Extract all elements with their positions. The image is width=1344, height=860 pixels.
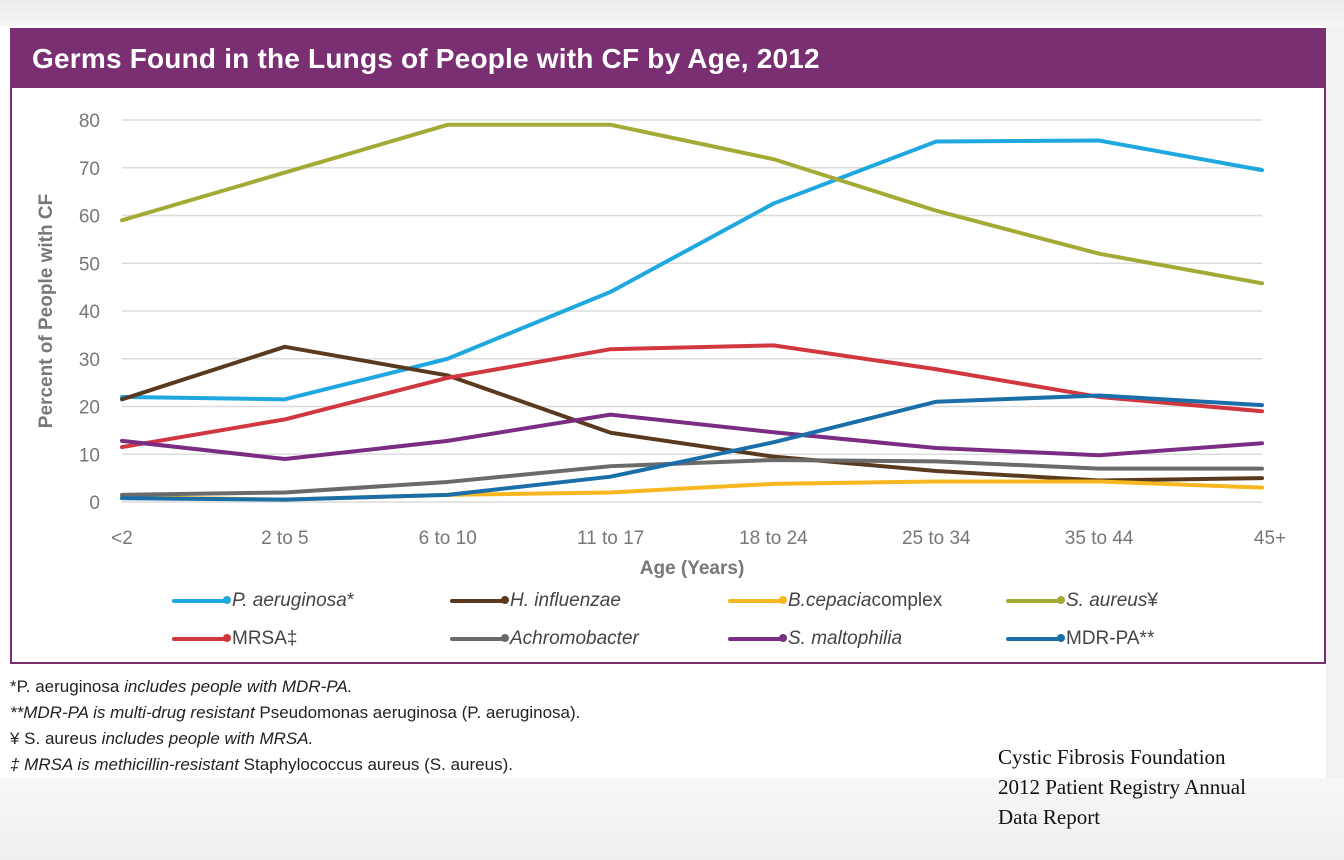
source-line: Data Report xyxy=(998,805,1101,829)
footnote: ‡ MRSA is methicillin-resistant Staphylo… xyxy=(10,752,910,778)
y-tick-label: 80 xyxy=(79,111,100,132)
x-tick-label: 11 to 17 xyxy=(577,528,644,549)
legend-item: P. aeruginosa * xyxy=(172,588,354,614)
x-axis-label: Age (Years) xyxy=(640,558,745,579)
legend-label-suffix: complex xyxy=(871,590,943,611)
footnote: **MDR-PA is multi-drug resistant Pseudom… xyxy=(10,700,910,726)
source-line: Cystic Fibrosis Foundation xyxy=(998,745,1226,769)
legend-swatch xyxy=(1006,596,1065,604)
series-line-s-aureus xyxy=(120,122,1264,286)
series-line-h-influenzae xyxy=(120,344,1264,483)
legend-swatch xyxy=(450,634,509,642)
legend-label-suffix: * xyxy=(346,590,355,611)
legend-swatch xyxy=(1006,634,1065,642)
legend-label: Achromobacter xyxy=(510,628,639,649)
footnote: ¥ S. aureus includes people with MRSA. xyxy=(10,726,910,752)
legend-label-suffix: ** xyxy=(1139,628,1155,649)
legend-item: MDR-PA ** xyxy=(1006,626,1154,652)
footnote-text: includes people with MRSA. xyxy=(101,729,314,748)
y-tick-label: 40 xyxy=(79,302,100,323)
legend-label: MRSA xyxy=(232,628,287,649)
series-line-mdr-pa xyxy=(120,393,1264,502)
footnote-text: ‡ MRSA is methicillin-resistant xyxy=(10,755,244,774)
y-tick-label: 10 xyxy=(79,445,100,466)
footnote-text: Staphylococcus aureus (S. aureus). xyxy=(243,755,513,774)
legend-item: MRSA ‡ xyxy=(172,626,297,652)
background-side-band xyxy=(1326,26,1344,786)
legend-item: Achromobacter xyxy=(450,626,639,652)
legend-label: P. aeruginosa xyxy=(232,590,347,611)
y-tick-label: 70 xyxy=(79,159,100,180)
y-tick-label: 0 xyxy=(89,493,100,514)
x-tick-label: 25 to 34 xyxy=(902,528,971,549)
series-line-achromobacter xyxy=(120,457,1264,497)
legend-swatch xyxy=(172,596,231,604)
line-chart: 0 10 20 30 40 50 60 70 80 <2 2 to 5 6 to 10 11 to 17… xyxy=(36,111,1286,579)
legend-item: H. influenzae xyxy=(450,588,621,614)
x-tick-label: 45+ xyxy=(1254,528,1286,549)
legend-label-suffix: ¥ xyxy=(1147,590,1158,611)
chart-title: Germs Found in the Lungs of People with … xyxy=(12,30,1324,88)
footnotes: *P. aeruginosa includes people with MDR-… xyxy=(10,674,910,778)
y-axis-label: Percent of People with CF xyxy=(36,194,57,428)
background-bottom-band xyxy=(0,778,1344,860)
series-line-p-aeruginosa xyxy=(120,138,1264,402)
x-tick-label: 2 to 5 xyxy=(261,528,309,549)
y-tick-label: 20 xyxy=(79,398,100,419)
source-line: 2012 Patient Registry Annual xyxy=(998,775,1246,799)
legend-label: S. aureus xyxy=(1066,590,1148,611)
legend-swatch xyxy=(450,596,509,604)
footnote-text: *P. aeruginosa xyxy=(10,677,125,696)
legend-swatch xyxy=(728,596,787,604)
legend-item: S. maltophilia xyxy=(728,626,902,652)
y-tick-label: 60 xyxy=(79,207,100,228)
footnote: *P. aeruginosa includes people with MDR-… xyxy=(10,674,910,700)
chart-panel: Germs Found in the Lungs of People with … xyxy=(10,28,1326,664)
chart-legend: P. aeruginosa * H. influenzae B.cepacia com… xyxy=(12,30,1328,649)
x-tick-label: 35 to 44 xyxy=(1065,528,1134,549)
legend-item: S. aureus ¥ xyxy=(1006,588,1158,614)
series-line-mrsa xyxy=(120,343,1264,450)
x-tick-label: 18 to 24 xyxy=(739,528,808,549)
footnote-text: **MDR-PA is multi-drug resistant xyxy=(10,703,260,722)
x-tick-label: <2 xyxy=(111,528,133,549)
footnote-text: Pseudomonas aeruginosa (P. aeruginosa). xyxy=(259,703,581,722)
legend-label: S. maltophilia xyxy=(788,628,903,649)
legend-label-suffix: ‡ xyxy=(286,628,298,649)
legend-swatch xyxy=(728,634,787,642)
legend-swatch xyxy=(172,634,231,642)
legend-label: MDR-PA xyxy=(1066,628,1140,649)
series-line-s-maltophilia xyxy=(120,412,1264,462)
y-tick-label: 30 xyxy=(79,350,100,371)
source-citation: Cystic Fibrosis Foundation 2012 Patient … xyxy=(998,742,1328,832)
x-tick-label: 6 to 10 xyxy=(419,528,477,549)
legend-label: B.cepacia xyxy=(788,590,872,611)
y-tick-label: 50 xyxy=(79,254,100,275)
legend-item: B.cepacia complex xyxy=(728,588,942,614)
background-top-band xyxy=(0,0,1344,26)
footnote-text: includes people with MDR-PA. xyxy=(124,677,353,696)
footnote-text: ¥ S. aureus xyxy=(10,729,102,748)
legend-label: H. influenzae xyxy=(510,590,621,611)
